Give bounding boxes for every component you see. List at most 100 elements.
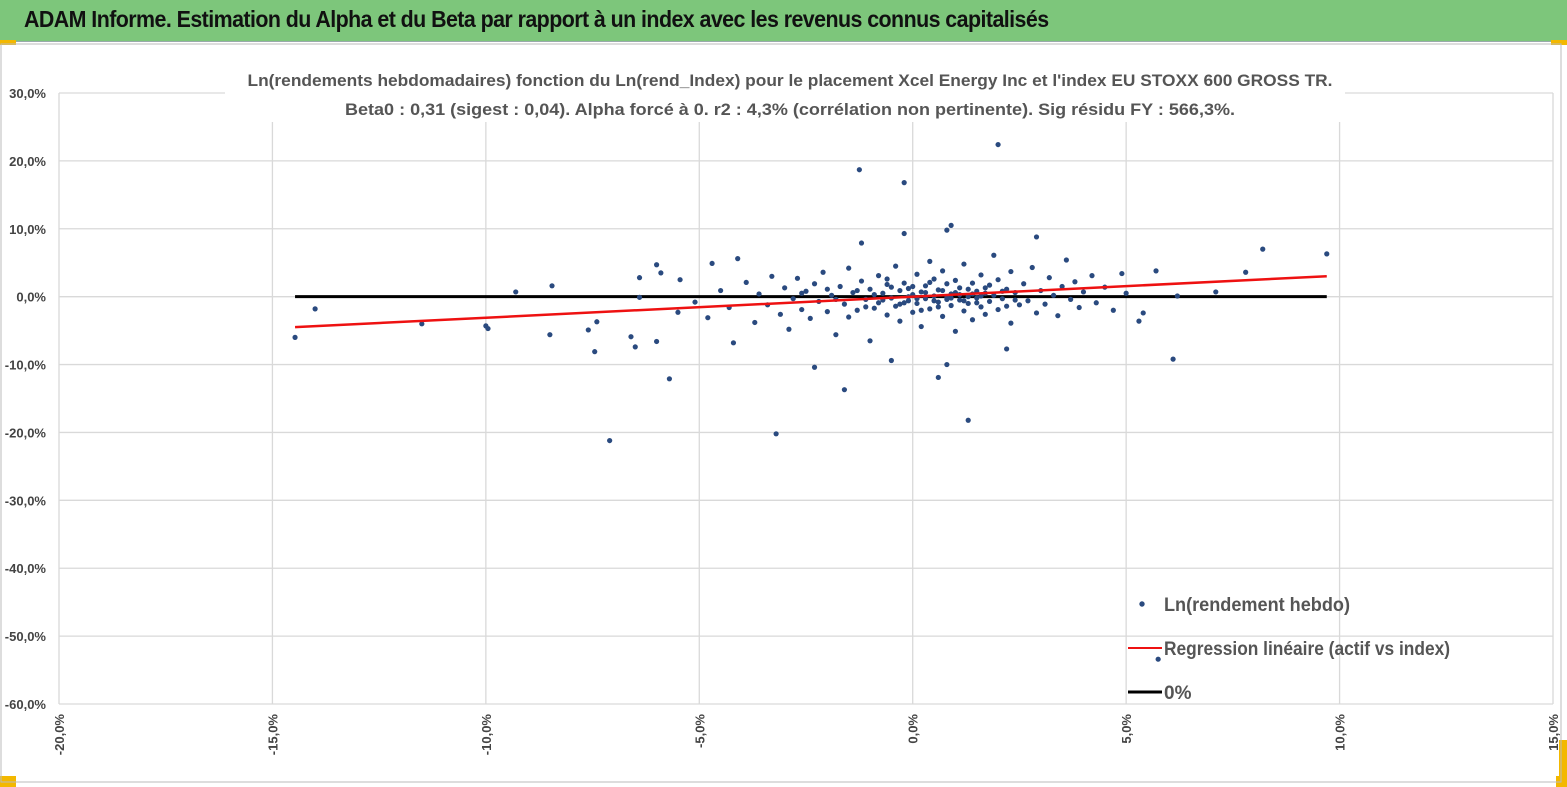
- data-point: [312, 306, 318, 312]
- data-point: [948, 302, 954, 309]
- data-point: [961, 298, 967, 304]
- data-point: [1243, 269, 1249, 275]
- data-point: [854, 287, 860, 294]
- data-point: [884, 281, 890, 288]
- data-point: [1059, 283, 1065, 290]
- data-point: [901, 300, 907, 306]
- data-point: [585, 327, 591, 333]
- data-point: [854, 307, 860, 313]
- data-point: [931, 298, 937, 304]
- data-point: [1063, 257, 1069, 263]
- data-point: [978, 304, 984, 310]
- data-point: [952, 277, 959, 283]
- data-point: [944, 281, 950, 287]
- legend: Ln(rendement hebdo) Regression linéaire …: [1128, 595, 1450, 704]
- data-point: [803, 288, 809, 294]
- report-title: ADAM Informe. Estimation du Alpha et du …: [24, 6, 1049, 32]
- data-point: [944, 227, 950, 233]
- y-tick-label: -40,0%: [5, 561, 47, 576]
- data-point: [846, 265, 852, 271]
- data-point: [841, 387, 848, 393]
- data-point: [952, 328, 959, 334]
- x-tick-label: 15,0%: [1546, 714, 1561, 751]
- data-point: [1153, 268, 1159, 274]
- data-point: [867, 286, 873, 292]
- y-tick-label: -60,0%: [5, 697, 47, 712]
- data-point: [756, 291, 762, 297]
- data-point: [905, 298, 912, 304]
- data-point: [969, 280, 976, 286]
- y-tick-label: -20,0%: [5, 425, 47, 440]
- y-tick-label: 0,0%: [16, 290, 46, 305]
- data-point: [944, 296, 950, 302]
- data-point: [927, 258, 933, 264]
- data-point: [1021, 281, 1027, 287]
- data-point: [1089, 273, 1095, 279]
- data-point: [875, 273, 882, 279]
- data-point: [837, 283, 843, 290]
- data-point: [1008, 320, 1014, 326]
- x-tick-label: 5,0%: [1119, 714, 1134, 744]
- data-point: [1174, 293, 1180, 299]
- data-point: [1076, 304, 1082, 311]
- data-point: [850, 289, 856, 296]
- data-point: [547, 332, 553, 338]
- data-point: [939, 313, 946, 319]
- chart-subtitle: Beta0 : 0,31 (sigest : 0,04). Alpha forc…: [345, 100, 1235, 119]
- data-point: [858, 278, 865, 284]
- y-tick-label: 20,0%: [9, 154, 46, 169]
- data-point: [1004, 286, 1010, 292]
- data-point: [935, 299, 941, 305]
- data-point: [948, 222, 954, 228]
- data-point: [897, 287, 903, 294]
- data-point: [1324, 251, 1330, 257]
- selection-handle[interactable]: [1551, 40, 1567, 45]
- data-point: [824, 286, 830, 292]
- data-point: [931, 276, 937, 282]
- data-point: [982, 311, 988, 317]
- data-point: [991, 252, 997, 258]
- regression-line: [294, 275, 1327, 329]
- data-point: [654, 338, 660, 345]
- data-point: [824, 309, 830, 315]
- data-point: [769, 273, 775, 279]
- legend-label-zero: 0%: [1164, 683, 1192, 704]
- data-point: [974, 295, 980, 301]
- data-point: [419, 321, 425, 327]
- data-point: [884, 312, 890, 318]
- data-point: [1110, 307, 1116, 313]
- data-point: [893, 303, 899, 309]
- data-point: [871, 292, 877, 298]
- y-tick-label: 10,0%: [9, 222, 46, 237]
- x-tick-label: -10,0%: [479, 714, 494, 756]
- data-point: [709, 260, 715, 267]
- selection-handle[interactable]: [0, 40, 16, 45]
- data-point: [811, 281, 818, 287]
- data-point: [799, 306, 805, 313]
- chart-frame: [0, 43, 1562, 783]
- data-point: [607, 437, 613, 444]
- data-point: [636, 294, 643, 300]
- data-point: [905, 285, 912, 292]
- data-point: [957, 297, 963, 303]
- data-point: [935, 287, 941, 293]
- x-tick-label: 0,0%: [906, 714, 921, 744]
- data-point: [961, 308, 967, 314]
- data-point: [846, 314, 852, 320]
- data-point: [1123, 290, 1129, 296]
- data-point: [978, 272, 984, 278]
- data-point: [897, 318, 903, 324]
- data-point: [914, 300, 920, 307]
- data-point: [897, 301, 903, 307]
- data-point: [807, 315, 813, 321]
- data-point: [893, 263, 899, 269]
- data-point: [292, 334, 298, 340]
- data-point: [986, 298, 993, 305]
- data-point: [927, 279, 933, 286]
- data-point: [1072, 279, 1078, 285]
- y-tick-label: 30,0%: [9, 86, 46, 101]
- selection-handle[interactable]: [1559, 740, 1567, 780]
- data-point: [1008, 268, 1014, 275]
- data-point: [978, 293, 984, 299]
